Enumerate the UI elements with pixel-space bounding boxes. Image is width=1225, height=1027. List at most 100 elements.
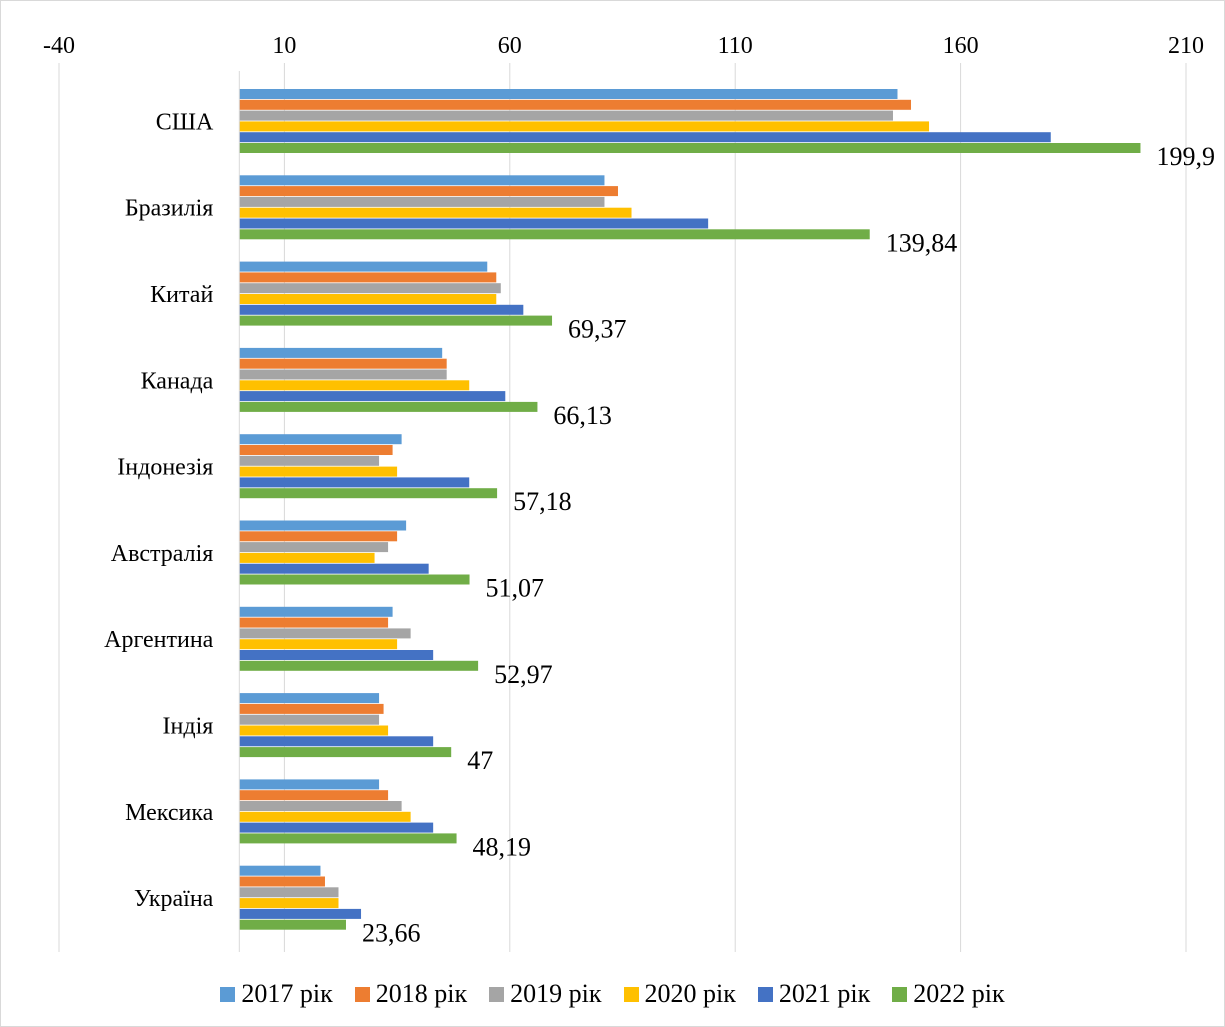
bar	[239, 628, 411, 639]
bar	[239, 229, 870, 240]
bar	[239, 531, 398, 542]
bar	[239, 919, 346, 930]
bar	[239, 196, 605, 207]
bar	[239, 466, 398, 477]
legend-swatch	[623, 986, 639, 1002]
data-label: 57,18	[513, 487, 572, 516]
legend-item: 2020 рік	[623, 979, 736, 1009]
legend-label: 2022 рік	[913, 979, 1005, 1008]
x-tick-label: 10	[272, 33, 296, 59]
legend-label: 2019 рік	[510, 979, 602, 1008]
legend-swatch	[892, 986, 908, 1002]
bar	[239, 693, 380, 704]
bar	[239, 186, 618, 197]
category-label: Індія	[163, 714, 214, 740]
bar	[239, 811, 411, 822]
bar	[239, 175, 605, 186]
bar	[239, 898, 339, 909]
x-tick-label: 160	[943, 33, 979, 59]
bar	[239, 822, 434, 833]
data-label: 47	[467, 746, 493, 775]
x-axis-tick-labels: -40 10 60 110 160 210	[43, 33, 1204, 59]
category-labels: США Бразилія Китай Канада Індонезія Австралія…	[104, 109, 214, 912]
bar	[239, 218, 709, 229]
bar	[239, 315, 553, 326]
category-label: США	[156, 109, 214, 135]
bar	[239, 283, 501, 294]
data-label: 199,9	[1156, 142, 1215, 171]
bars	[239, 89, 1141, 930]
legend: 2017 рік 2018 рік 2019 рік 2020 рік 2021 рік…	[1, 979, 1224, 1009]
bar	[239, 401, 538, 412]
x-tick-label: 210	[1168, 33, 1204, 59]
bar	[239, 434, 402, 445]
bar	[239, 369, 447, 380]
category-label: Австралія	[111, 541, 214, 567]
bar	[239, 703, 384, 714]
bar	[239, 391, 506, 402]
x-tick-label: 110	[718, 33, 753, 59]
bar	[239, 887, 339, 898]
bar	[239, 747, 452, 758]
bar	[239, 261, 488, 272]
bar	[239, 736, 434, 747]
bar	[239, 272, 497, 283]
category-label: Індонезія	[117, 455, 213, 481]
legend-item: 2019 рік	[489, 979, 602, 1009]
category-label: Україна	[134, 886, 214, 912]
bar	[239, 89, 898, 99]
category-label: Канада	[141, 368, 214, 394]
bar	[239, 455, 380, 466]
bar	[239, 606, 393, 617]
bar	[239, 790, 389, 801]
bar	[239, 207, 632, 218]
legend-item: 2017 рік	[220, 979, 333, 1009]
legend-item: 2018 рік	[354, 979, 468, 1009]
bar	[239, 121, 930, 132]
data-label: 51,07	[486, 574, 545, 603]
bar	[239, 833, 457, 844]
bar	[239, 714, 380, 725]
legend-swatch	[757, 986, 773, 1002]
bar	[239, 779, 380, 790]
bar	[239, 477, 470, 488]
legend-swatch	[354, 986, 370, 1002]
bar	[239, 294, 497, 304]
x-tick-label: 60	[498, 33, 522, 59]
gridlines	[58, 63, 1187, 952]
bar	[239, 725, 389, 736]
bar	[239, 110, 893, 121]
bar	[239, 358, 447, 369]
bar	[239, 639, 398, 650]
bar	[239, 132, 1051, 143]
bar	[239, 520, 407, 531]
data-label: 69,37	[568, 315, 627, 344]
legend-label: 2017 рік	[241, 979, 333, 1008]
bar	[239, 304, 524, 315]
bar	[239, 143, 1141, 153]
data-label: 23,66	[362, 919, 421, 948]
data-label: 52,97	[494, 660, 553, 689]
legend-item: 2021 рік	[757, 979, 871, 1009]
category-label: Китай	[150, 282, 213, 308]
legend-label: 2021 рік	[778, 979, 871, 1008]
data-label: 139,84	[886, 228, 958, 257]
bar	[239, 347, 443, 358]
bar	[239, 542, 389, 553]
legend-label: 2020 рік	[644, 979, 736, 1008]
bar	[239, 801, 402, 811]
bar	[239, 650, 434, 660]
legend-label: 2018 рік	[375, 979, 468, 1008]
data-label: 66,13	[553, 401, 612, 430]
bar	[239, 865, 321, 876]
bar	[239, 488, 498, 499]
bar	[239, 99, 912, 110]
category-label: Мексика	[125, 800, 214, 826]
category-label: Аргентина	[104, 627, 214, 653]
bar	[239, 660, 479, 671]
legend-swatch	[220, 986, 236, 1002]
x-tick-label: -40	[43, 33, 75, 59]
bar	[239, 445, 393, 455]
category-label: Бразилія	[125, 196, 213, 222]
bar	[239, 908, 362, 919]
